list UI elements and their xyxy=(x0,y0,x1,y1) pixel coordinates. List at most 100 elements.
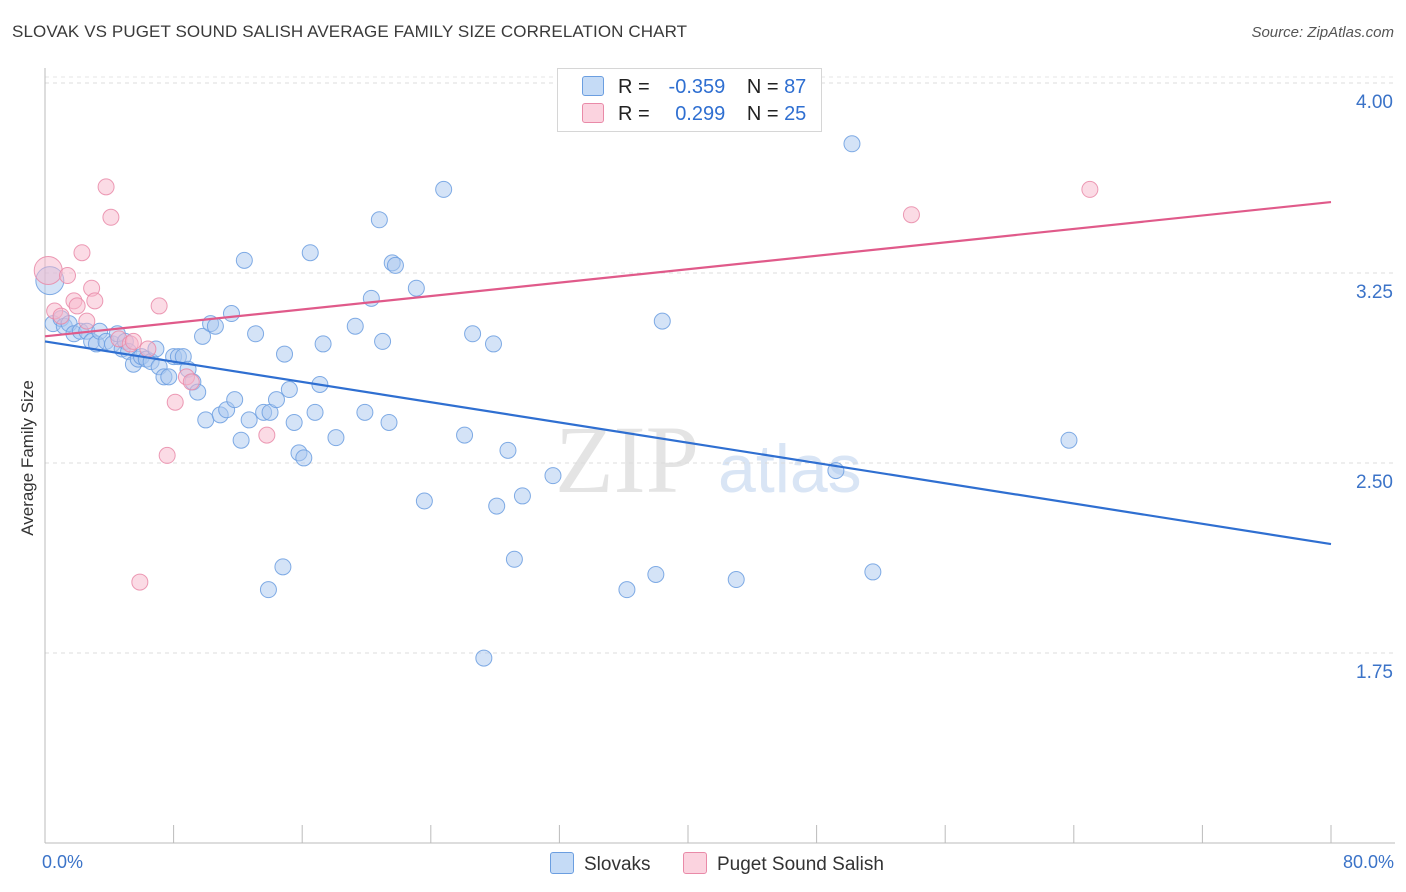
slovaks-point xyxy=(222,305,240,323)
slovaks-point xyxy=(475,649,493,667)
salish-point xyxy=(124,332,142,350)
slovaks-point xyxy=(240,411,258,429)
slovaks-point xyxy=(197,411,215,429)
slovaks-point xyxy=(484,335,502,353)
slovaks-point xyxy=(488,497,506,515)
x-max-label: 80.0% xyxy=(1342,852,1394,872)
salish-point xyxy=(78,312,96,330)
bottom-legend-label-salish: Puget Sound Salish xyxy=(717,854,884,875)
axes xyxy=(44,68,1395,844)
svg-text:ZIP: ZIP xyxy=(555,406,699,513)
slovaks-point xyxy=(435,180,453,198)
slovaks-point xyxy=(1060,431,1078,449)
x-min-label: 0.0% xyxy=(42,852,84,872)
legend-row-slovaks: R = -0.359 N = 87 xyxy=(582,76,806,98)
bottom-legend-swatch-salish xyxy=(683,852,707,874)
salish-point xyxy=(166,393,184,411)
slovaks-point xyxy=(380,413,398,431)
salish-point xyxy=(158,446,176,464)
correlation-legend: R = -0.359 N = 87 R = 0.299 N = 25 xyxy=(557,68,822,132)
slovaks-point xyxy=(464,325,482,343)
source-credit: Source: ZipAtlas.com xyxy=(1251,24,1394,41)
slovaks-point xyxy=(259,581,277,599)
salish-point xyxy=(139,340,157,358)
salish-point xyxy=(33,255,63,285)
salish-point xyxy=(52,307,70,325)
slovaks-point xyxy=(407,279,425,297)
slovaks-point xyxy=(618,581,636,599)
salish-point xyxy=(73,244,91,262)
legend-swatch-slovaks xyxy=(582,76,604,96)
salish-point xyxy=(150,297,168,315)
slovaks-point xyxy=(374,332,392,350)
legend-swatch-salish xyxy=(582,103,604,123)
slovaks-point xyxy=(727,571,745,589)
salish-point xyxy=(131,573,149,591)
salish-point xyxy=(258,426,276,444)
bottom-legend-salish: Puget Sound Salish xyxy=(683,852,884,876)
legend-row-salish: R = 0.299 N = 25 xyxy=(582,103,806,125)
legend-r-value: 0.299 xyxy=(675,103,726,125)
slovaks-point xyxy=(274,558,292,576)
bottom-legend-swatch-slovaks xyxy=(550,852,574,874)
y-tick-labels: 1.75 2.50 3.25 4.00 xyxy=(1356,92,1393,683)
slovaks-point xyxy=(499,441,517,459)
trend-lines xyxy=(44,200,1332,546)
legend-n-label: N = xyxy=(746,103,779,125)
slovaks-point xyxy=(285,413,303,431)
slovaks-point xyxy=(226,391,244,409)
salish-point xyxy=(182,373,200,391)
slovaks-point xyxy=(386,256,404,274)
salish-point xyxy=(59,267,77,285)
chart-title: SLOVAK VS PUGET SOUND SALISH AVERAGE FAM… xyxy=(12,22,688,41)
legend-n-value: 87 xyxy=(784,76,807,98)
slovaks-point xyxy=(653,312,671,330)
slovaks-point xyxy=(647,565,665,583)
slovaks-point xyxy=(505,550,523,568)
legend-n-value: 25 xyxy=(784,103,807,125)
y-tick-label: 1.75 xyxy=(1356,662,1393,683)
bottom-legend-label-slovaks: Slovaks xyxy=(584,854,651,875)
slovaks-point xyxy=(843,135,861,153)
legend-r-value: -0.359 xyxy=(668,76,726,98)
salish-point xyxy=(102,208,120,226)
legend-r-label: R = xyxy=(618,103,650,125)
salish-trend-line xyxy=(44,200,1332,338)
slovaks-point xyxy=(327,429,345,447)
legend-r-label: R = xyxy=(618,76,650,98)
bottom-legend-slovaks: Slovaks xyxy=(550,852,651,876)
slovaks-point xyxy=(160,368,178,386)
y-tick-label: 2.50 xyxy=(1356,472,1393,493)
slovaks-point xyxy=(864,563,882,581)
slovaks-point xyxy=(544,467,562,485)
slovaks-point xyxy=(370,211,388,229)
slovaks-point xyxy=(513,487,531,505)
salish-point xyxy=(86,292,104,310)
salish-point xyxy=(902,206,920,224)
slovaks-point xyxy=(206,317,224,335)
slovaks-point xyxy=(267,391,285,409)
slovaks-point xyxy=(280,381,298,399)
salish-point xyxy=(68,297,86,315)
slovaks-point xyxy=(456,426,474,444)
slovaks-point xyxy=(194,327,212,345)
slovaks-point xyxy=(235,251,253,269)
slovaks-point xyxy=(232,431,250,449)
slovaks-point xyxy=(247,325,265,343)
grid-lines xyxy=(45,76,1395,654)
slovaks-point xyxy=(346,317,364,335)
salish-point xyxy=(97,178,115,196)
slovaks-point xyxy=(301,244,319,262)
slovaks-point xyxy=(295,449,313,467)
salish-point xyxy=(1081,180,1099,198)
legend-n-label: N = xyxy=(746,76,779,98)
slovaks-point xyxy=(356,403,374,421)
zipatlas-watermark: ZIP atlas xyxy=(555,406,862,513)
data-points xyxy=(33,135,1099,667)
slovaks-point xyxy=(415,492,433,510)
slovaks-point xyxy=(306,403,324,421)
slovaks-trend-line xyxy=(44,340,1332,546)
y-tick-label: 4.00 xyxy=(1356,92,1393,113)
slovaks-point xyxy=(276,345,294,363)
